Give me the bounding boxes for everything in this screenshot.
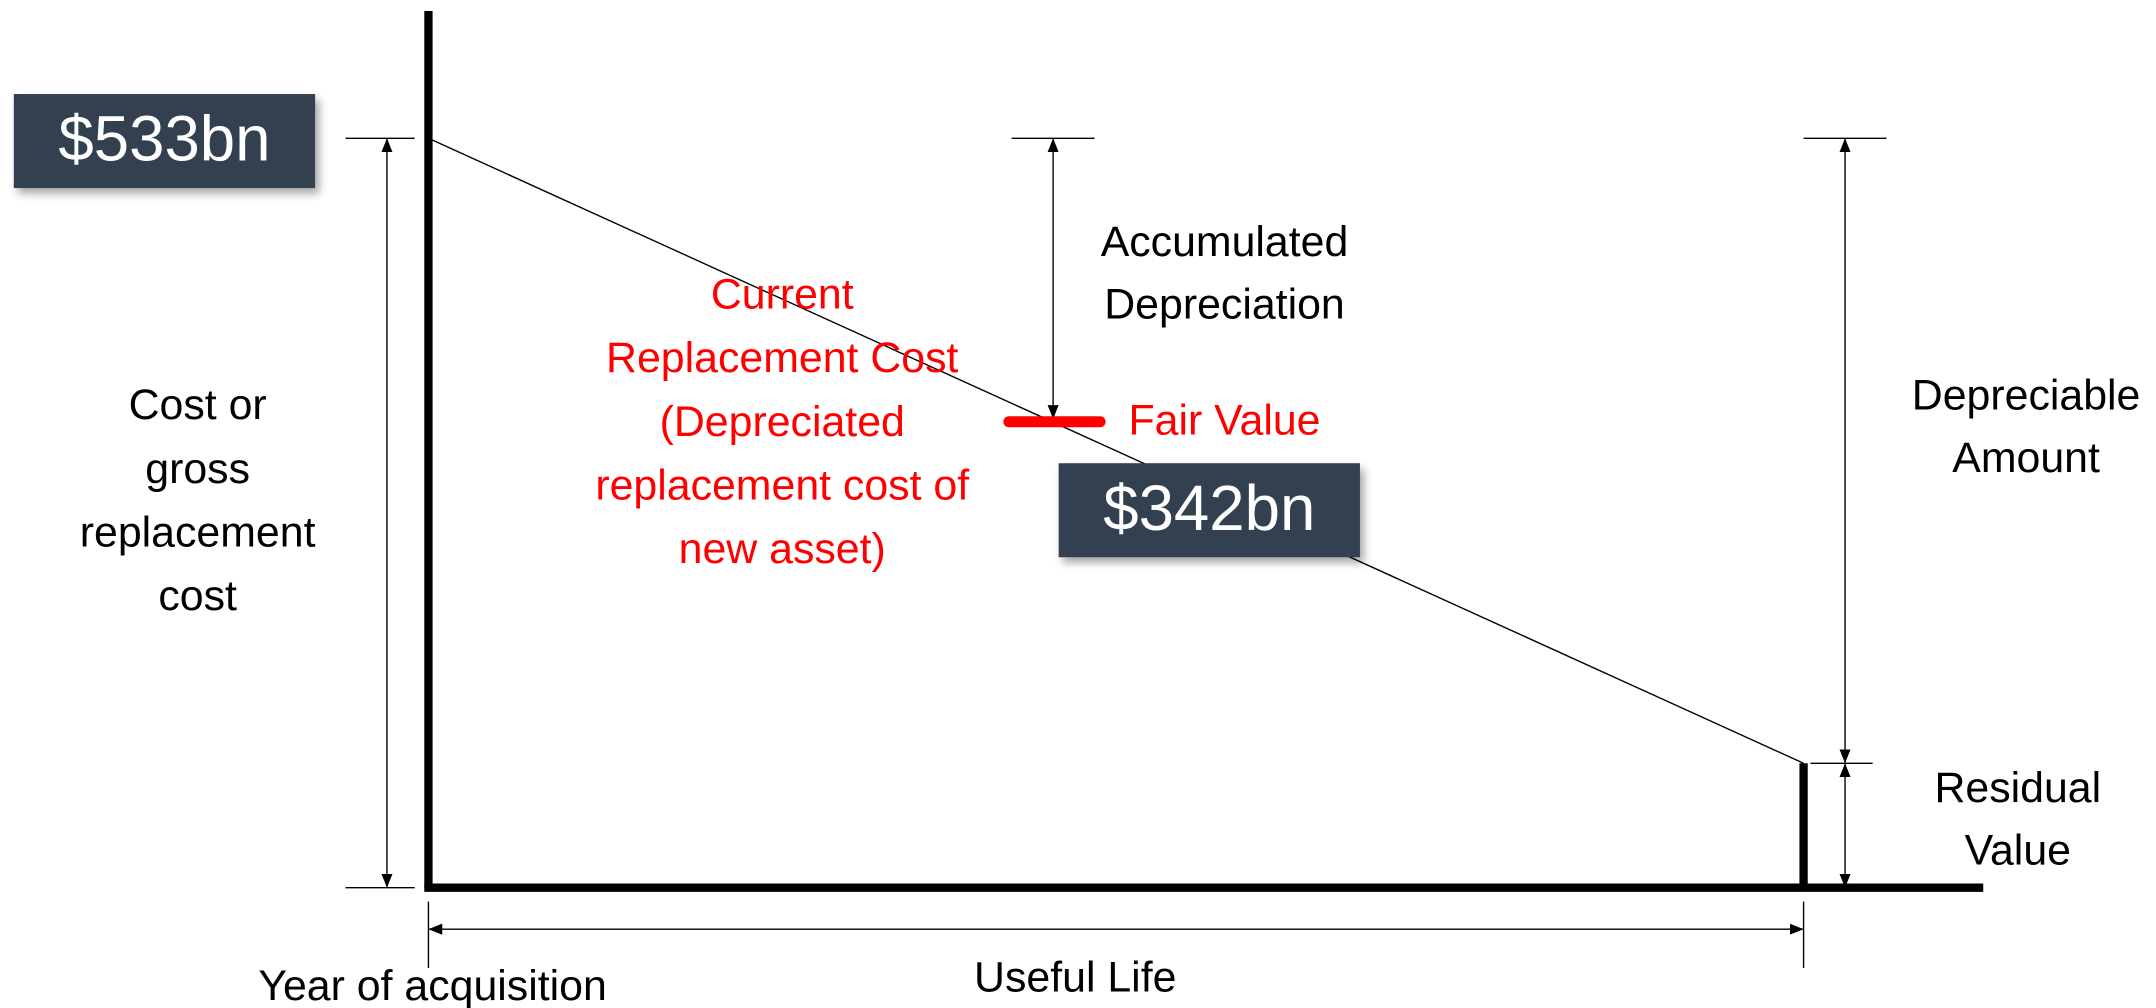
- cost-label: replacement: [80, 508, 316, 556]
- year-of-acquisition-label: Year of acquisition: [258, 962, 606, 1008]
- fair-value-value: $342bn: [1103, 473, 1315, 544]
- current-replacement-cost-label: replacement cost of: [595, 461, 969, 509]
- fair-value-label: Fair Value: [1128, 396, 1320, 444]
- current-replacement-cost-label: (Depreciated: [660, 398, 905, 446]
- cost-box: [13, 94, 316, 189]
- current-replacement-cost-label: new asset): [679, 525, 886, 573]
- accumulated-depreciation-label: Accumulated: [1101, 218, 1349, 266]
- current-replacement-cost-label: Replacement Cost: [606, 334, 958, 382]
- residual-value-label: Value: [1965, 826, 2071, 874]
- fair-value-box: [1058, 463, 1360, 558]
- useful-life-label: Useful Life: [974, 954, 1176, 1002]
- cost-label: cost: [158, 572, 237, 620]
- accumulated-depreciation-label: Depreciation: [1104, 280, 1344, 328]
- depreciable-amount-label: Amount: [1952, 434, 2100, 482]
- cost-label: gross: [145, 445, 250, 493]
- depreciation-line: [428, 137, 1804, 764]
- cost-label: Cost or: [129, 381, 267, 429]
- current-replacement-cost-label: Current: [711, 271, 854, 319]
- depreciable-amount-label: Depreciable: [1912, 372, 2141, 420]
- residual-value-label: Residual: [1934, 764, 2101, 812]
- cost-value: $533bn: [58, 104, 270, 175]
